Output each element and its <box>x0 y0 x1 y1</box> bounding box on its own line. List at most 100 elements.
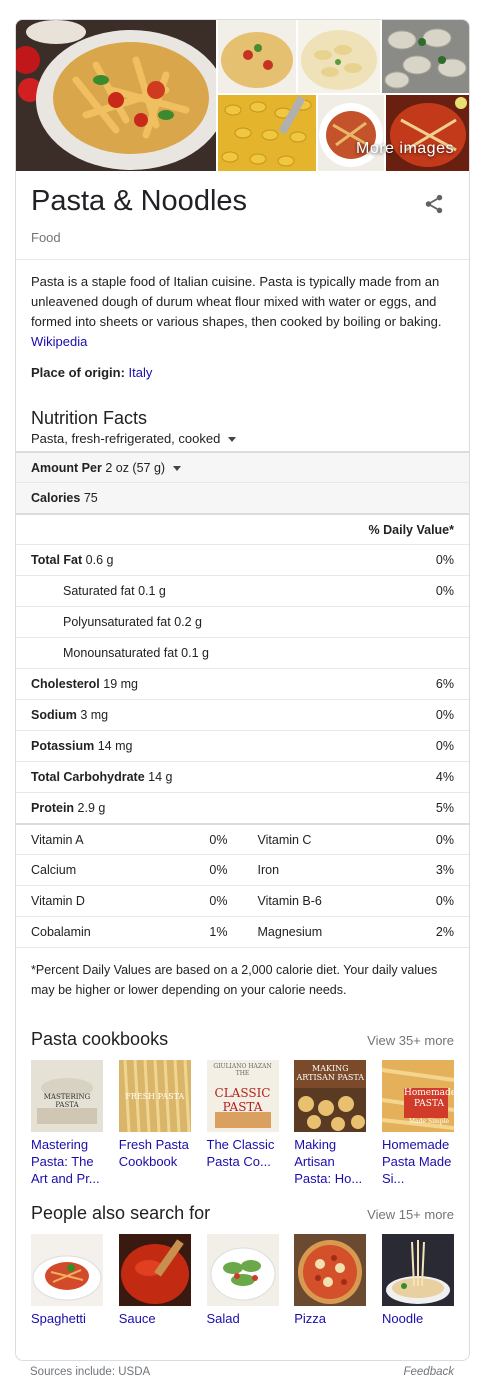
cookbook-label[interactable]: Homemade Pasta Made Si... <box>382 1137 452 1186</box>
pasta-image-6[interactable] <box>318 95 384 171</box>
nutrient-label: Potassium <box>31 739 95 753</box>
page-title: Pasta & Noodles <box>31 185 248 217</box>
related-item[interactable]: Salad <box>206 1234 279 1327</box>
pizza-image[interactable] <box>294 1234 367 1306</box>
nutrition-title: Nutrition Facts <box>31 408 148 428</box>
amount-per-row[interactable]: Amount Per 2 oz (57 g) <box>16 451 469 482</box>
cover-title: MASTERING PASTA <box>43 1093 91 1109</box>
related-label[interactable]: Spaghetti <box>31 1311 86 1326</box>
nutrient-amount: 0.1 g <box>138 584 166 598</box>
nutrient-amount: 0.6 g <box>85 553 114 567</box>
nutrient-row: Total Carbohydrate 14 g 4% <box>16 761 469 792</box>
book-cover[interactable]: MAKING ARTISAN PASTA <box>294 1060 367 1132</box>
more-images-link[interactable]: More images <box>356 140 454 157</box>
cookbook-label[interactable]: Fresh Pasta Cookbook <box>118 1137 189 1169</box>
vitamin-label: Vitamin A <box>31 832 84 847</box>
cover-subtitle: Made Simple <box>408 1118 450 1125</box>
book-cover[interactable]: MASTERING PASTA <box>31 1060 103 1132</box>
related-item[interactable]: Noodle <box>382 1234 454 1327</box>
calories-label: Calories <box>31 491 81 505</box>
caret-down-icon[interactable] <box>228 437 237 443</box>
daily-values-footnote: *Percent Daily Values are based on a 2,0… <box>16 947 469 1015</box>
calories-value: 75 <box>83 491 98 505</box>
cookbook-item[interactable]: GIULIANO HAZAN THE CLASSIC PASTA The Cla… <box>206 1060 279 1187</box>
book-cover[interactable]: FRESH PASTA <box>118 1060 191 1132</box>
book-cover[interactable]: Homemade PASTA Made Simple <box>382 1060 454 1132</box>
noodle-image[interactable] <box>382 1234 454 1306</box>
cookbook-label[interactable]: Making Artisan Pasta: Ho... <box>294 1137 363 1186</box>
vitamin-pct: 0% <box>435 894 454 908</box>
view-more-link[interactable]: View 35+ more <box>367 1033 454 1048</box>
sauce-image[interactable] <box>118 1234 191 1306</box>
cookbooks-section: Pasta cookbooks View 35+ more MASTERING … <box>16 1015 469 1187</box>
pasta-image-2[interactable] <box>218 20 296 93</box>
vitamin-pct: 1% <box>209 925 228 939</box>
entity-type: Food <box>31 230 61 245</box>
cookbook-item[interactable]: Homemade PASTA Made Simple Homemade Past… <box>382 1060 454 1187</box>
vitamin-label: Vitamin B-6 <box>257 894 322 908</box>
nutrient-amount: 0.2 g <box>174 615 203 629</box>
view-more-link[interactable]: View 15+ more <box>367 1207 454 1222</box>
main-pasta-image[interactable] <box>16 20 216 171</box>
pasta-image-4[interactable] <box>382 20 469 93</box>
pasta-image-5[interactable] <box>218 95 316 171</box>
nutrient-pct: 0% <box>435 584 454 598</box>
pasta-image-7[interactable] <box>386 95 469 171</box>
nutrient-row: Potassium 14 mg 0% <box>16 730 469 761</box>
vitamin-label: Vitamin D <box>31 894 85 908</box>
amount-label: Amount Per <box>31 460 102 475</box>
nutrient-label: Protein <box>31 801 75 815</box>
nutrient-row: Monounsaturated fat 0.1 g <box>16 637 469 668</box>
nutrient-row: Sodium 3 mg 0% <box>16 699 469 730</box>
nutrient-row: Polyunsaturated fat 0.2 g <box>16 606 469 637</box>
cookbook-label[interactable]: Mastering Pasta: The Art and Pr... <box>31 1137 100 1186</box>
also-search-section: People also search for View 15+ more Spa… <box>16 1187 469 1327</box>
vitamin-label: Vitamin C <box>257 832 312 847</box>
image-mosaic[interactable]: More images <box>16 20 469 171</box>
related-item[interactable]: Sauce <box>118 1234 191 1327</box>
related-label[interactable]: Noodle <box>382 1311 424 1326</box>
pasta-image-3[interactable] <box>298 20 380 93</box>
origin-link[interactable]: Italy <box>128 365 153 380</box>
place-of-origin: Place of origin: Italy <box>16 353 469 390</box>
nutrient-row: Total Fat 0.6 g 0% <box>16 544 469 575</box>
cover-title: CLASSIC PASTA <box>214 1086 271 1114</box>
nutrition-item-selector[interactable]: Pasta, fresh-refrigerated, cooked <box>16 429 469 451</box>
cookbook-item[interactable]: FRESH PASTA Fresh Pasta Cookbook <box>118 1060 191 1187</box>
nutrient-label: Sodium <box>31 708 77 722</box>
nutrient-amount: 19 mg <box>103 677 138 691</box>
spaghetti-image[interactable] <box>31 1234 103 1306</box>
vitamin-row: Vitamin A 0% Vitamin C 0% <box>16 823 469 854</box>
cookbook-label[interactable]: The Classic Pasta Co... <box>206 1137 275 1169</box>
nutrient-amount: 2.9 g <box>77 801 106 815</box>
vitamin-pct: 2% <box>435 925 454 939</box>
related-item[interactable]: Pizza <box>294 1234 367 1327</box>
share-icon[interactable] <box>423 193 445 215</box>
cover-title: FRESH PASTA <box>125 1092 185 1101</box>
nutrient-row: Saturated fat 0.1 g 0% <box>16 575 469 606</box>
salad-image[interactable] <box>206 1234 279 1306</box>
calories-row: Calories 75 <box>16 482 469 513</box>
cookbook-item[interactable]: MASTERING PASTA Mastering Pasta: The Art… <box>31 1060 103 1187</box>
vitamin-row: Vitamin D 0% Vitamin B-6 0% <box>16 885 469 916</box>
related-label[interactable]: Salad <box>206 1311 240 1326</box>
description-text: Pasta is a staple food of Italian cuisin… <box>31 274 442 329</box>
wikipedia-link[interactable]: Wikipedia <box>31 334 88 349</box>
feedback-link[interactable]: Feedback <box>403 1366 454 1378</box>
sources-text: Sources include: USDA <box>30 1366 151 1378</box>
related-label[interactable]: Sauce <box>118 1311 156 1326</box>
vitamin-label: Magnesium <box>257 925 323 939</box>
related-item[interactable]: Spaghetti <box>31 1234 103 1327</box>
book-cover[interactable]: GIULIANO HAZAN THE CLASSIC PASTA <box>206 1060 279 1132</box>
daily-value-header: % Daily Value* <box>368 522 454 537</box>
related-label[interactable]: Pizza <box>294 1311 327 1326</box>
nutrient-label: Monounsaturated fat <box>63 646 178 660</box>
nutrient-label: Total Fat <box>31 553 83 567</box>
origin-label: Place of origin: <box>31 365 125 380</box>
caret-down-icon[interactable] <box>173 465 182 471</box>
nutrient-label: Saturated fat <box>63 584 135 598</box>
amount-value: 2 oz (57 g) <box>105 460 166 475</box>
section-title: People also search for <box>31 1203 211 1223</box>
vitamin-pct: 0% <box>209 863 228 877</box>
cookbook-item[interactable]: MAKING ARTISAN PASTA Making Artisan Past… <box>294 1060 367 1187</box>
